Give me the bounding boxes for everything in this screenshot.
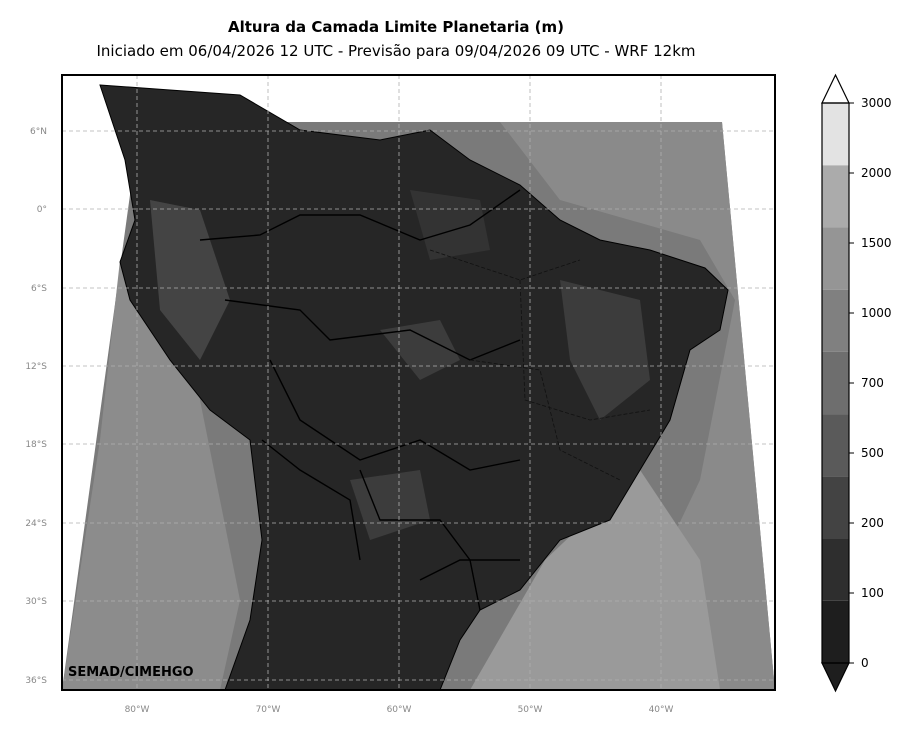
lat-tick-label: 30°S	[25, 597, 47, 607]
colorbar-level-label: 1000	[861, 306, 892, 320]
colorbar-segment	[822, 227, 849, 290]
colorbar-level-label: 1500	[861, 236, 892, 250]
credit-label: SEMAD/CIMEHGO	[68, 665, 194, 680]
lat-tick-label: 36°S	[25, 676, 47, 686]
pacific-field	[62, 260, 240, 690]
colorbar-level-label: 3000	[861, 96, 892, 110]
land-patch-center	[380, 320, 460, 380]
lon-tick-label: 40°W	[649, 705, 674, 715]
map-subtitle: Iniciado em 06/04/2026 12 UTC - Previsão…	[96, 42, 696, 60]
colorbar-segment	[822, 103, 849, 166]
lon-tick-label: 60°W	[387, 705, 412, 715]
lat-tick-label: 6°N	[30, 127, 47, 137]
lat-tick-label: 24°S	[25, 519, 47, 529]
map-frame	[61, 74, 776, 691]
colorbar-segment	[822, 351, 849, 415]
land-patch-south	[350, 470, 430, 540]
lon-tick-label: 50°W	[518, 705, 543, 715]
land-patch-northeast	[560, 280, 650, 420]
lat-tick-label: 18°S	[25, 440, 47, 450]
atlantic-field	[500, 122, 775, 690]
south-atlantic-field	[470, 470, 720, 690]
colorbar-segment	[822, 600, 849, 663]
lat-tick-label: 6°S	[31, 284, 47, 294]
map-gridlines	[62, 75, 775, 690]
colorbar-level-label: 2000	[861, 166, 892, 180]
lon-tick-label: 80°W	[125, 705, 150, 715]
country-borders	[199, 189, 521, 611]
colorbar-extend-max	[821, 73, 850, 104]
colorbar-segment	[822, 476, 849, 539]
south-america-landmass	[99, 84, 729, 690]
colorbar-level-label: 700	[861, 376, 884, 390]
colorbar-level-label: 100	[861, 586, 884, 600]
colorbar-level-label: 200	[861, 516, 884, 530]
state-borders	[429, 249, 651, 481]
land-patch-andes	[150, 200, 230, 360]
lat-tick-label: 0°	[37, 205, 47, 215]
map-plot-area: SEMAD/CIMEHGO	[62, 75, 775, 690]
map-title: Altura da Camada Limite Planetaria (m)	[227, 18, 565, 36]
colorbar-level-label: 0	[861, 656, 869, 670]
colorbar-level-label: 500	[861, 446, 884, 460]
lat-tick-label: 12°S	[25, 362, 47, 372]
colorbar-segment	[822, 165, 849, 228]
colorbar-segment	[822, 538, 849, 601]
colorbar: 0 100 200 500 700 1000 1500 2000 3000	[821, 73, 892, 693]
colorbar-segment	[822, 414, 849, 477]
land-patch-north	[410, 190, 490, 260]
colorbar-extend-min	[821, 662, 850, 693]
lat-tick-labels: 6°N 0° 6°S 12°S 18°S 24°S 30°S 36°S	[25, 127, 47, 686]
lon-tick-label: 70°W	[256, 705, 281, 715]
colorbar-segment	[822, 289, 849, 352]
lon-tick-labels: 80°W 70°W 60°W 50°W 40°W	[125, 705, 674, 715]
